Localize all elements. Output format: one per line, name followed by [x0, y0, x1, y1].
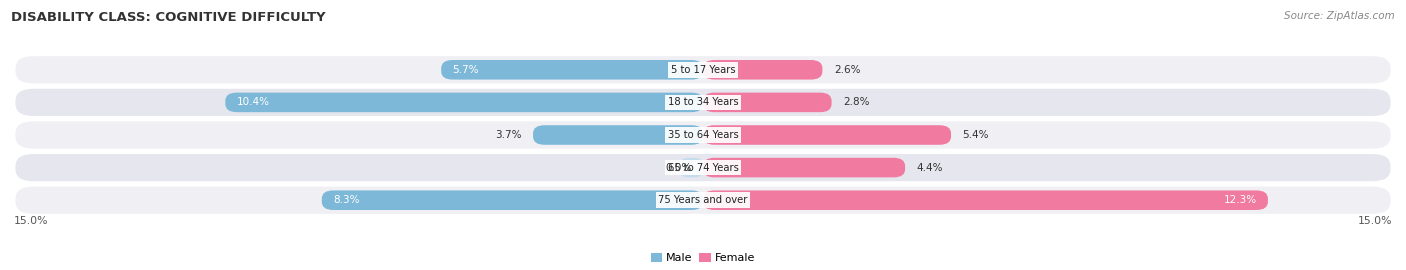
FancyBboxPatch shape — [533, 125, 703, 145]
FancyBboxPatch shape — [14, 153, 1392, 183]
FancyBboxPatch shape — [441, 60, 703, 80]
FancyBboxPatch shape — [703, 60, 823, 80]
FancyBboxPatch shape — [703, 158, 905, 177]
Text: 0.0%: 0.0% — [665, 163, 692, 173]
FancyBboxPatch shape — [14, 120, 1392, 150]
FancyBboxPatch shape — [14, 185, 1392, 215]
FancyBboxPatch shape — [703, 190, 1268, 210]
Text: 65 to 74 Years: 65 to 74 Years — [668, 163, 738, 173]
FancyBboxPatch shape — [703, 93, 831, 112]
Text: 12.3%: 12.3% — [1223, 195, 1257, 205]
Text: DISABILITY CLASS: COGNITIVE DIFFICULTY: DISABILITY CLASS: COGNITIVE DIFFICULTY — [11, 11, 326, 24]
FancyBboxPatch shape — [703, 125, 950, 145]
Text: 75 Years and over: 75 Years and over — [658, 195, 748, 205]
Text: 10.4%: 10.4% — [236, 97, 270, 107]
FancyBboxPatch shape — [225, 93, 703, 112]
Text: Source: ZipAtlas.com: Source: ZipAtlas.com — [1284, 11, 1395, 21]
Legend: Male, Female: Male, Female — [647, 248, 759, 268]
Text: 35 to 64 Years: 35 to 64 Years — [668, 130, 738, 140]
Text: 3.7%: 3.7% — [495, 130, 522, 140]
Text: 5.7%: 5.7% — [453, 65, 479, 75]
Text: 15.0%: 15.0% — [1357, 216, 1392, 227]
Text: 18 to 34 Years: 18 to 34 Years — [668, 97, 738, 107]
FancyBboxPatch shape — [322, 190, 703, 210]
Text: 2.6%: 2.6% — [834, 65, 860, 75]
Text: 15.0%: 15.0% — [14, 216, 49, 227]
Text: 8.3%: 8.3% — [333, 195, 360, 205]
Text: 5 to 17 Years: 5 to 17 Years — [671, 65, 735, 75]
Text: 5.4%: 5.4% — [963, 130, 988, 140]
FancyBboxPatch shape — [14, 87, 1392, 117]
Text: 4.4%: 4.4% — [917, 163, 943, 173]
FancyBboxPatch shape — [681, 158, 703, 177]
FancyBboxPatch shape — [14, 55, 1392, 85]
Text: 2.8%: 2.8% — [844, 97, 869, 107]
